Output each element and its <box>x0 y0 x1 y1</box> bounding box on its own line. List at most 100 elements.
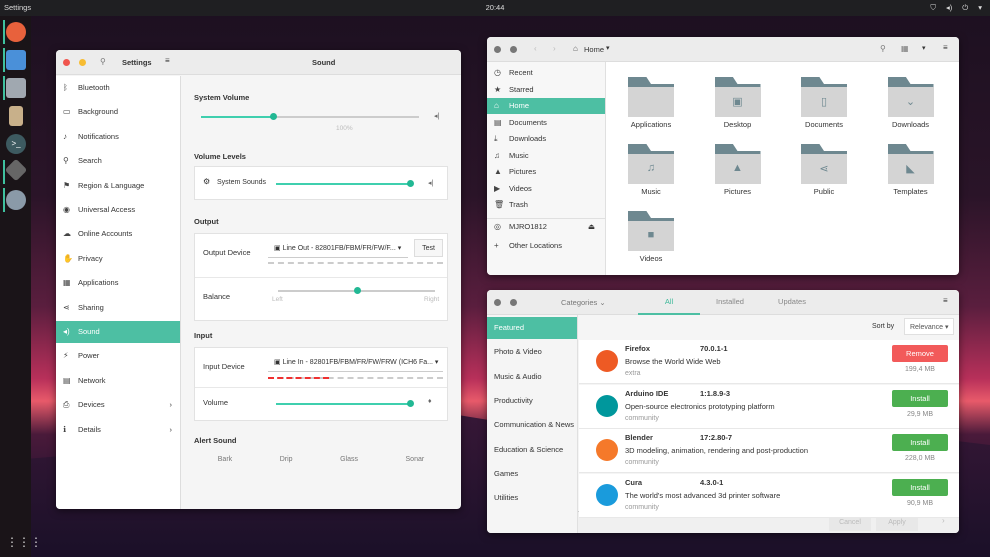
firefox-icon[interactable] <box>6 22 26 42</box>
files-sidebar-item-downloads[interactable]: ⤓ Downloads <box>487 131 605 147</box>
category-education-science[interactable]: Education & Science <box>494 444 564 454</box>
sidebar-item-privacy[interactable]: ✋ Privacy <box>56 248 180 270</box>
package-row[interactable]: Arduino IDE 1:1.8.9-3 Open-source electron… <box>579 384 959 429</box>
sidebar-item-devices[interactable]: ⎙ Devices › <box>56 394 180 416</box>
gimp-icon[interactable] <box>6 190 26 210</box>
folder-public[interactable]: ⋖ <box>801 144 847 184</box>
install-button[interactable]: Install <box>892 434 948 451</box>
sidebar-item-notifications[interactable]: ♪ Notifications <box>56 126 180 148</box>
install-button[interactable]: Install <box>892 389 948 407</box>
sidebar-item-sound[interactable]: ◂) Sound <box>56 321 180 343</box>
minimize-button[interactable] <box>510 46 517 53</box>
files-sidebar-item-videos[interactable]: ▶ Videos <box>487 181 605 197</box>
folder-videos[interactable]: ■ <box>628 211 674 251</box>
folder-pictures[interactable]: ▲ <box>714 144 761 184</box>
cancel-button[interactable]: Cancel <box>829 515 871 531</box>
install-button[interactable]: Install <box>892 478 948 496</box>
sidebar-item-universal-access[interactable]: ◉ Universal Access <box>56 199 180 221</box>
other-locations[interactable]: + Other Locations <box>487 238 605 254</box>
folder-downloads[interactable]: ⌄ <box>887 77 934 117</box>
sidebar-item-network[interactable]: ▤ Network <box>56 370 180 392</box>
alert-sound-glass[interactable]: Glass <box>340 456 358 463</box>
category-featured[interactable]: Featured <box>487 317 577 339</box>
chevron-down-icon[interactable]: ▾ <box>978 3 982 12</box>
files-sidebar-item-recent[interactable]: ◷ Recent <box>487 65 605 81</box>
sidebar-item-region-language[interactable]: ⚑ Region & Language <box>56 175 180 197</box>
power-icon[interactable]: ⏻ <box>962 3 969 12</box>
remove-button[interactable]: Remove <box>892 345 948 362</box>
chevron-right-icon[interactable]: › <box>942 516 945 525</box>
system-volume-slider[interactable] <box>201 113 419 120</box>
forward-icon[interactable]: › <box>553 44 556 53</box>
category-productivity[interactable]: Productivity <box>494 395 533 405</box>
tab-all[interactable]: All <box>638 290 700 315</box>
sort-dropdown[interactable]: Relevance ▾ <box>904 318 954 335</box>
folder-documents[interactable]: ▯ <box>801 77 847 117</box>
files-sidebar-item-music[interactable]: ♫ Music <box>487 148 605 164</box>
menu-icon[interactable]: ≡ <box>943 43 948 52</box>
tab-updates[interactable]: Updates <box>778 297 806 306</box>
folder-music[interactable]: ♫ <box>628 144 674 184</box>
package-row[interactable]: Blender 17:2.80-7 3D modeling, animation, … <box>579 429 959 473</box>
folder-applications[interactable] <box>628 77 674 117</box>
text-editor-icon[interactable] <box>9 106 23 126</box>
files-sidebar-item-home[interactable]: ⌂ Home <box>487 98 605 114</box>
input-volume-slider[interactable] <box>276 400 415 407</box>
test-button[interactable]: Test <box>414 239 443 257</box>
files-sidebar-item-trash[interactable]: 🗑 Trash <box>487 197 605 213</box>
category-utilities[interactable]: Utilities <box>494 493 519 503</box>
eject-icon[interactable]: ⏏ <box>587 222 595 231</box>
alert-sound-bark[interactable]: Bark <box>217 456 233 463</box>
close-button[interactable] <box>63 59 70 66</box>
minimize-button[interactable] <box>510 299 517 306</box>
minimize-button[interactable] <box>79 59 86 66</box>
sidebar-item-details[interactable]: ℹ Details › <box>56 419 180 441</box>
sidebar-item-applications[interactable]: ▦ Applications <box>56 272 180 294</box>
folder-desktop[interactable]: ▣ <box>714 77 761 117</box>
search-icon[interactable]: ⚲ <box>880 44 886 53</box>
grid-icon[interactable]: ⋮⋮⋮ <box>6 535 42 549</box>
files-icon[interactable] <box>6 50 26 70</box>
files-sidebar-item-pictures[interactable]: ▲ Pictures <box>487 164 605 180</box>
chevron-down-icon[interactable]: ▾ <box>922 45 926 52</box>
balance-slider[interactable] <box>278 287 435 294</box>
close-button[interactable] <box>494 46 501 53</box>
folder-templates[interactable]: ◣ <box>887 144 934 184</box>
menu-icon[interactable]: ≡ <box>165 56 170 65</box>
category-photo-video[interactable]: Photo & Video <box>494 347 542 357</box>
input-device-dropdown[interactable]: ▣ Line In - 82801FB/FBM/FR/FW/FRW (ICH6 … <box>268 354 443 372</box>
sidebar-item-online-accounts[interactable]: ☁ Online Accounts <box>56 223 180 245</box>
category-games[interactable]: Games <box>494 468 519 478</box>
system-sounds-slider[interactable] <box>276 180 415 187</box>
clock[interactable]: 20:44 <box>485 3 505 12</box>
terminal-icon[interactable]: >_ <box>6 134 26 154</box>
sidebar-item-bluetooth[interactable]: ᛒ Bluetooth <box>56 77 180 99</box>
active-app-menu[interactable]: Settings <box>4 3 32 12</box>
category-communication-news[interactable]: Communication & News <box>494 420 575 430</box>
view-grid-icon[interactable]: ▦ <box>901 44 909 53</box>
software-install-icon[interactable] <box>6 78 26 98</box>
files-sidebar-item-starred[interactable]: ★ Starred <box>487 82 605 98</box>
alert-sound-sonar[interactable]: Sonar <box>405 456 425 463</box>
shield-icon[interactable]: ⛉ <box>930 3 937 12</box>
volume-icon[interactable]: ◂) <box>946 3 953 12</box>
categories-dropdown[interactable]: Categories ⌄ <box>561 298 606 307</box>
apply-button[interactable]: Apply <box>876 515 918 531</box>
sidebar-item-search[interactable]: ⚲ Search <box>56 150 180 172</box>
output-device-dropdown[interactable]: ▣ Line Out - 82801FB/FBM/FR/FW/F... ▾ <box>268 240 408 258</box>
tab-installed[interactable]: Installed <box>716 297 744 306</box>
sidebar-item-sharing[interactable]: ⋖ Sharing <box>56 297 180 319</box>
alert-sound-drip[interactable]: Drip <box>279 456 293 463</box>
menu-icon[interactable]: ≡ <box>943 296 948 305</box>
category-music-audio[interactable]: Music & Audio <box>494 371 542 381</box>
package-row[interactable]: Cura 4.3.0-1 The world's most advanced 3d … <box>579 473 959 518</box>
sidebar-item-background[interactable]: ▭ Background <box>56 101 180 123</box>
package-row[interactable]: Firefox 70.0.1-1 Browse the World Wide Web… <box>579 340 959 384</box>
chevron-down-icon[interactable]: ▾ <box>606 45 610 52</box>
location-button[interactable]: Home <box>584 45 605 54</box>
search-icon[interactable]: ⚲ <box>100 57 106 66</box>
settings-icon[interactable] <box>4 158 28 182</box>
files-sidebar-item-documents[interactable]: ▤ Documents <box>487 115 605 131</box>
sidebar-item-power[interactable]: ⚡ Power <box>56 345 180 367</box>
close-button[interactable] <box>494 299 501 306</box>
